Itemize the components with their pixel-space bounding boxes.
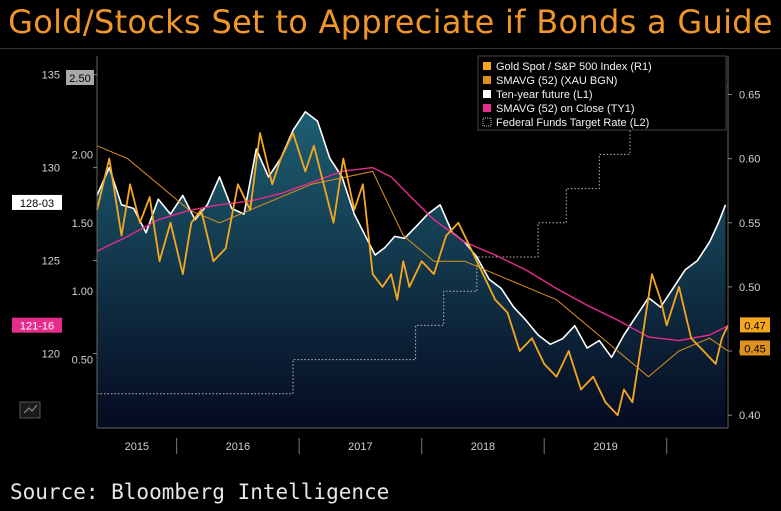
right-tick-label: 0.40 xyxy=(739,410,760,422)
left-outer-tick-label: 135 xyxy=(42,70,60,82)
left-inner-tick-label: 0.50 xyxy=(72,355,93,367)
fed-rate-badge-bg xyxy=(66,70,94,85)
ten-year-sma-badge-bg xyxy=(12,317,62,333)
ten-year-area-fill xyxy=(97,111,726,429)
gold-ratio-line xyxy=(96,132,729,417)
legend-swatch xyxy=(482,117,492,127)
fed-rate-badge: 2.50 xyxy=(66,70,94,85)
legend-swatch xyxy=(483,90,491,98)
gold-ratio-badge-text: 0.47 xyxy=(744,320,765,332)
chart-title: Gold/Stocks Set to Appreciate if Bonds a… xyxy=(8,3,773,41)
ten-year-badge: 128-03 xyxy=(12,194,62,210)
right-tick-label: 0.50 xyxy=(739,282,760,294)
right-tick-label: 0.60 xyxy=(739,154,760,166)
gold-sma-badge-text: 0.45 xyxy=(744,343,765,355)
gold-sma-line xyxy=(96,145,729,378)
x-tick-label: 2017 xyxy=(348,441,372,453)
source-note: Source: Bloomberg Intelligence xyxy=(10,480,390,504)
ten-year-sma-badge: 121-16 xyxy=(12,317,62,333)
left-outer-tick-label: 125 xyxy=(42,256,60,268)
left-inner-tick-label: 1.50 xyxy=(72,218,93,230)
gold-ratio-badge-bg xyxy=(740,317,770,333)
right-tick-label: 0.55 xyxy=(739,218,760,230)
left-inner-tick-label: 1.00 xyxy=(72,286,93,298)
legend-label: Ten-year future (L1) xyxy=(496,89,593,101)
series-lines xyxy=(96,85,729,417)
legend: Gold Spot / S&P 500 Index (R1) SMAVG (52)… xyxy=(477,55,727,131)
x-tick-label: 2018 xyxy=(471,441,495,453)
ten-year-sma-line xyxy=(96,166,729,342)
fed-rate-badge-text: 2.50 xyxy=(69,73,90,85)
ten-year-sma-badge-text: 121-16 xyxy=(20,321,54,333)
legend-label: Gold Spot / S&P 500 Index (R1) xyxy=(496,61,652,73)
chart-tool-icon[interactable] xyxy=(19,401,41,419)
ten-year-area xyxy=(97,111,726,429)
legend-swatch xyxy=(483,76,491,84)
x-tick-label: 2019 xyxy=(593,441,617,453)
legend-swatch xyxy=(483,104,491,112)
ten-year-badge-text: 128-03 xyxy=(20,198,54,210)
left-outer-tick-label: 130 xyxy=(42,163,60,175)
left-outer-tick-label: 120 xyxy=(42,349,60,361)
gold-ratio-badge: 0.47 xyxy=(740,317,770,333)
value-badges: 2.50 128-03 121-16 0.47 0.45 xyxy=(12,70,770,356)
legend-label: SMAVG (52) (XAU BGN) xyxy=(496,75,617,87)
legend-label: Federal Funds Target Rate (L2) xyxy=(496,117,649,129)
legend-label: SMAVG (52) on Close (TY1) xyxy=(496,103,635,115)
right-tick-label: 0.65 xyxy=(739,89,760,101)
axes: 135 130 125 120 2.00 1.50 1.00 0.50 0.65 0.60 0.55… xyxy=(42,56,760,454)
fed-funds-line xyxy=(97,85,728,395)
gold-sma-badge: 0.45 xyxy=(740,340,770,356)
x-tick-label: 2016 xyxy=(226,441,250,453)
gold-sma-badge-bg xyxy=(740,340,770,356)
legend-box xyxy=(477,55,727,131)
x-tick-label: 2015 xyxy=(125,441,149,453)
ten-year-badge-bg xyxy=(12,194,62,210)
legend-swatch xyxy=(483,62,491,70)
left-inner-tick-label: 2.00 xyxy=(72,149,93,161)
title-divider xyxy=(0,48,781,49)
